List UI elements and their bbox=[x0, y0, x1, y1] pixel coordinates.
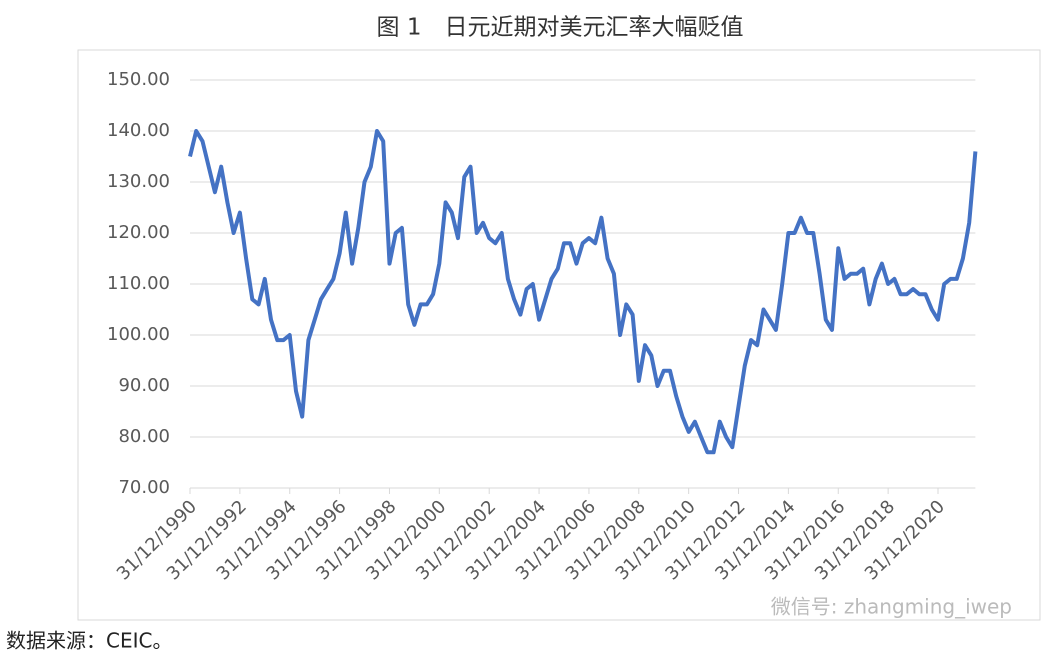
y-tick-label: 120.00 bbox=[107, 222, 170, 243]
y-tick-label: 130.00 bbox=[107, 171, 170, 192]
y-tick-label: 70.00 bbox=[118, 477, 170, 498]
y-tick-label: 110.00 bbox=[107, 273, 170, 294]
y-tick-label: 150.00 bbox=[107, 69, 170, 90]
chart-frame bbox=[77, 49, 1041, 621]
y-tick-label: 90.00 bbox=[118, 375, 170, 396]
y-tick-label: 140.00 bbox=[107, 120, 170, 141]
source-note: 数据来源：CEIC。 bbox=[6, 629, 172, 653]
y-tick-label: 100.00 bbox=[107, 324, 170, 345]
watermark: 微信号: zhangming_iwep bbox=[771, 595, 1012, 619]
data-line bbox=[188, 129, 978, 455]
y-tick-label: 80.00 bbox=[118, 426, 170, 447]
chart-title: 图 1 日元近期对美元汇率大幅贬值 bbox=[377, 15, 744, 41]
